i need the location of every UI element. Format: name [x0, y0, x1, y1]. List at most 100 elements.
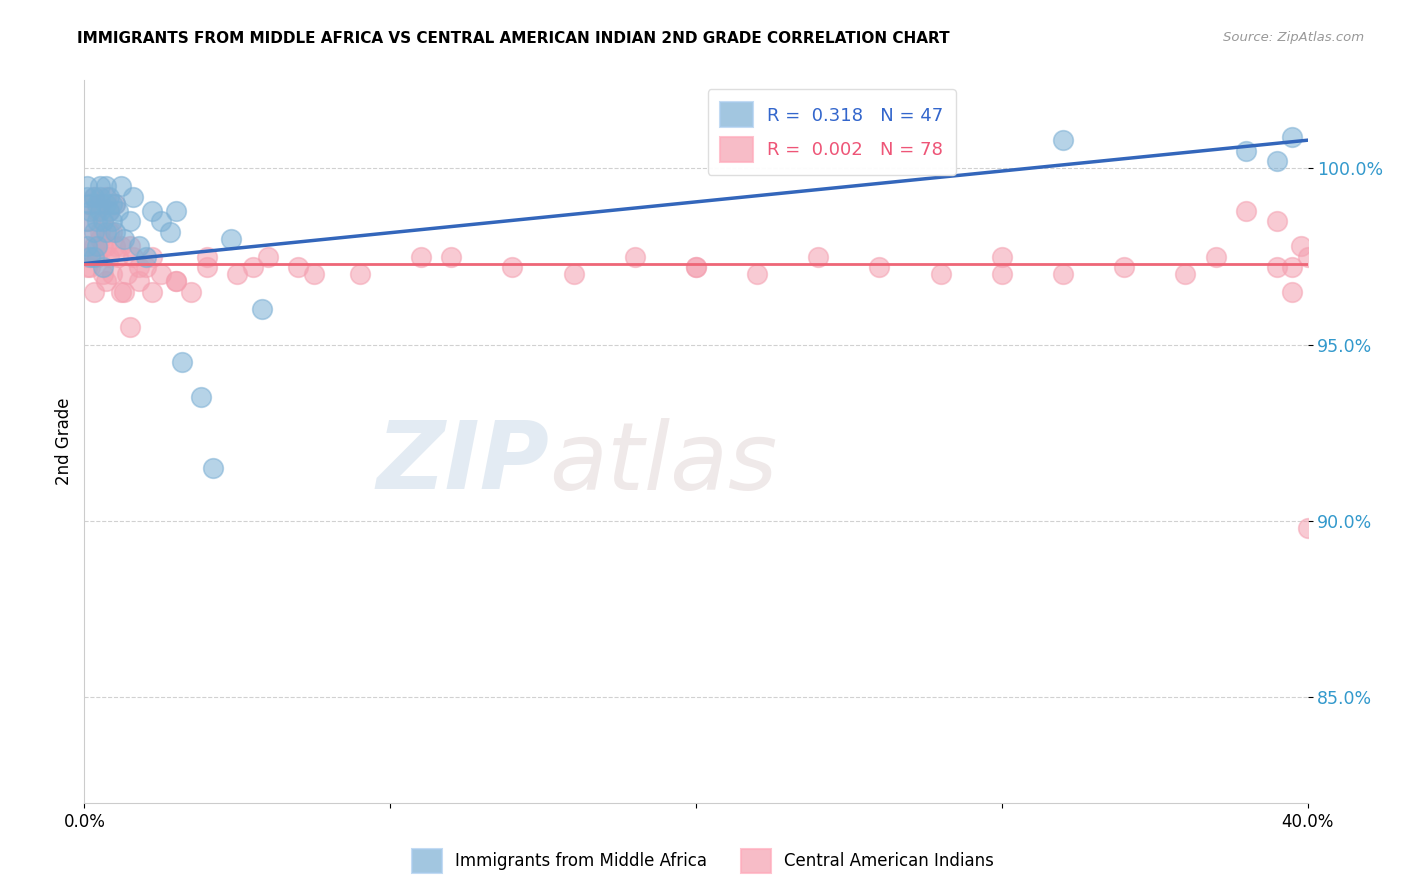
Point [502, 260, 524, 274]
Point [91, 267, 114, 281]
Point [1265, 214, 1288, 228]
Point [112, 232, 135, 246]
Point [195, 260, 218, 274]
Point [1174, 267, 1197, 281]
Point [349, 267, 371, 281]
Point [76, 214, 98, 228]
Point [83, 239, 105, 253]
Point [91, 239, 114, 253]
Point [83, 250, 105, 264]
Point [302, 267, 325, 281]
Point [86, 250, 108, 264]
Point [97, 189, 120, 203]
Point [128, 274, 150, 288]
Point [149, 214, 172, 228]
Point [128, 260, 150, 274]
Point [101, 225, 124, 239]
Point [89, 196, 111, 211]
Point [1296, 250, 1319, 264]
Point [991, 267, 1014, 281]
Point [257, 250, 280, 264]
Point [624, 250, 647, 264]
Point [1052, 133, 1074, 147]
Point [97, 225, 120, 239]
Point [1291, 239, 1313, 253]
Point [89, 232, 111, 246]
Point [86, 250, 108, 264]
Point [287, 260, 309, 274]
Point [101, 267, 124, 281]
Y-axis label: 2nd Grade: 2nd Grade [55, 398, 73, 485]
Point [201, 461, 224, 475]
Point [141, 250, 163, 264]
Point [1281, 260, 1303, 274]
Point [1296, 521, 1319, 535]
Point [120, 239, 142, 253]
Point [101, 214, 124, 228]
Point [76, 260, 98, 274]
Point [1205, 250, 1227, 264]
Point [1265, 260, 1288, 274]
Point [172, 355, 194, 369]
Point [89, 189, 111, 203]
Point [242, 260, 264, 274]
Point [141, 285, 163, 299]
Point [76, 179, 98, 194]
Point [94, 196, 117, 211]
Point [79, 260, 101, 274]
Point [991, 250, 1014, 264]
Point [104, 196, 127, 211]
Point [250, 302, 273, 317]
Point [104, 196, 127, 211]
Point [76, 250, 98, 264]
Point [112, 285, 135, 299]
Point [76, 189, 98, 203]
Point [122, 189, 145, 203]
Point [107, 250, 129, 264]
Point [91, 260, 114, 274]
Point [190, 391, 212, 405]
Point [107, 203, 129, 218]
Point [685, 260, 707, 274]
Point [159, 225, 181, 239]
Point [226, 267, 249, 281]
Point [86, 196, 108, 211]
Point [91, 214, 114, 228]
Point [165, 203, 187, 218]
Point [83, 189, 105, 203]
Point [94, 179, 117, 194]
Point [929, 267, 952, 281]
Point [747, 267, 769, 281]
Point [97, 203, 120, 218]
Point [110, 239, 132, 253]
Point [94, 225, 117, 239]
Point [91, 214, 114, 228]
Point [86, 239, 108, 253]
Point [135, 260, 157, 274]
Point [1265, 154, 1288, 169]
Text: atlas: atlas [550, 417, 778, 508]
Point [83, 189, 105, 203]
Point [1236, 203, 1258, 218]
Point [149, 267, 172, 281]
Legend: Immigrants from Middle Africa, Central American Indians: Immigrants from Middle Africa, Central A… [405, 842, 1001, 880]
Point [135, 250, 157, 264]
Point [141, 203, 163, 218]
Point [869, 260, 891, 274]
Point [122, 250, 145, 264]
Point [110, 285, 132, 299]
Point [562, 267, 585, 281]
Point [104, 225, 127, 239]
Point [83, 285, 105, 299]
Point [1236, 144, 1258, 158]
Point [120, 320, 142, 334]
Point [76, 196, 98, 211]
Point [104, 239, 127, 253]
Point [1281, 285, 1303, 299]
Point [86, 203, 108, 218]
Point [180, 285, 202, 299]
Text: Source: ZipAtlas.com: Source: ZipAtlas.com [1223, 31, 1364, 45]
Point [79, 214, 101, 228]
Point [1281, 129, 1303, 144]
Point [1052, 267, 1074, 281]
